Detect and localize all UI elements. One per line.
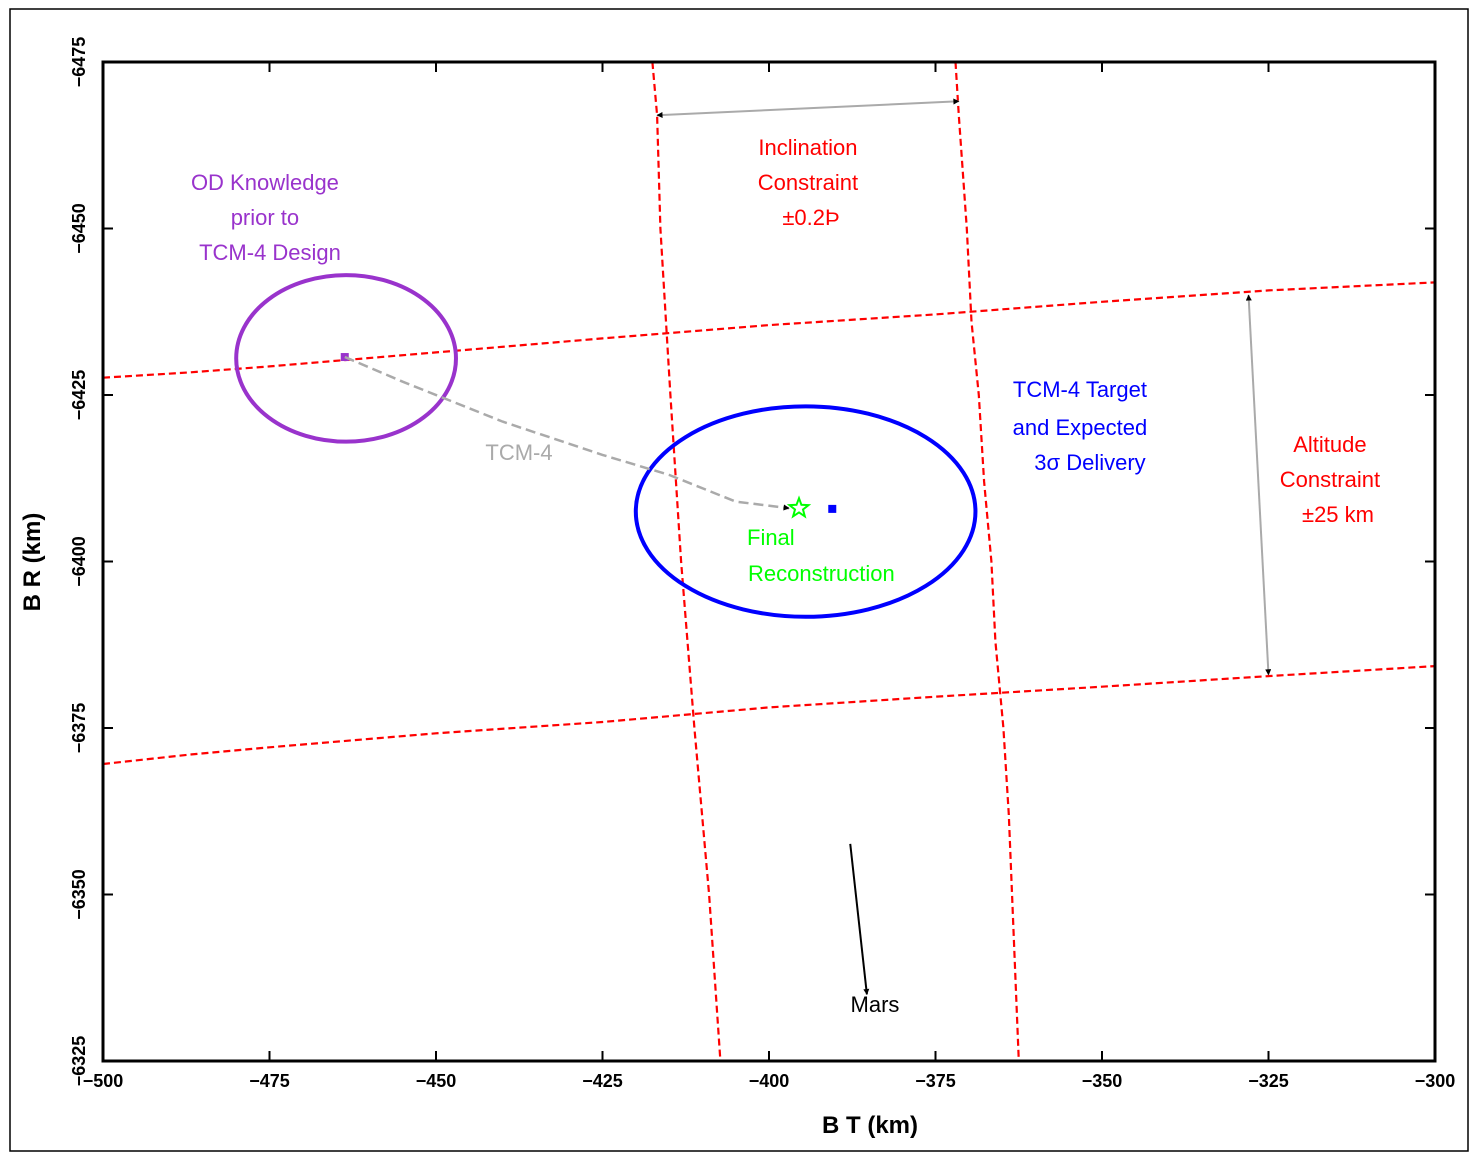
x-tick-label: −325	[1248, 1071, 1289, 1091]
altitude-constraint-line	[102, 665, 1436, 766]
inclination-label: Inclination Constraint ±0.2Þ	[758, 135, 864, 230]
y-tick-label: −6375	[69, 703, 89, 754]
inclination-line-3: ±0.2Þ	[782, 205, 839, 230]
altitude-line-1: Altitude	[1293, 432, 1366, 457]
altitude-span-arrow	[1245, 294, 1272, 676]
altitude-line-2: Constraint	[1280, 467, 1380, 492]
y-axis-label: B R (km)	[19, 513, 46, 612]
y-tick-label: −6400	[69, 536, 89, 587]
mars-direction-arrow	[849, 843, 870, 995]
final-line-2: Reconstruction	[748, 561, 895, 586]
tcm4-path	[344, 355, 790, 511]
tcm4-label: TCM-4	[485, 440, 552, 465]
x-tick-label: −500	[83, 1071, 124, 1091]
x-tick-label: −450	[416, 1071, 457, 1091]
target-line-3: 3σ Delivery	[1034, 450, 1145, 475]
od-knowledge-ellipse	[234, 273, 458, 444]
altitude-label: Altitude Constraint ±25 km	[1280, 432, 1386, 527]
inclination-constraint-line	[651, 61, 722, 1062]
figure-border	[9, 8, 1469, 1152]
x-tick-label: −350	[1082, 1071, 1123, 1091]
target-label: TCM-4 Target and Expected 3σ Delivery	[1013, 377, 1154, 475]
y-tick-label: −6450	[69, 203, 89, 254]
y-tick-label: −6325	[69, 1036, 89, 1087]
altitude-line-3: ±25 km	[1302, 502, 1374, 527]
od-knowledge-centroid	[340, 353, 349, 362]
od-knowledge-line-1: OD Knowledge	[191, 170, 339, 195]
axes-frame	[101, 60, 1437, 1063]
target-line-1: TCM-4 Target	[1013, 377, 1147, 402]
x-axis-label: B T (km)	[822, 1112, 918, 1139]
target-line-2: and Expected	[1013, 415, 1148, 440]
x-tick-label: −475	[249, 1071, 290, 1091]
x-tick-label: −375	[915, 1071, 956, 1091]
y-tick-label: −6475	[69, 37, 89, 88]
x-tick-label: −400	[749, 1071, 790, 1091]
final-reconstruction-star	[786, 495, 812, 519]
inclination-span-arrow	[656, 98, 960, 119]
mars-label: Mars	[851, 992, 900, 1017]
plot-layer: −500 −475 −450 −425 −400 −375 −350 −325 −300 −647…	[69, 37, 1455, 1091]
target-delivery-ellipse	[633, 404, 978, 619]
altitude-constraint-line	[102, 281, 1436, 379]
final-reconstruction-label: Final Reconstruction	[747, 525, 895, 586]
od-knowledge-label: OD Knowledge prior to TCM-4 Design	[191, 170, 345, 265]
x-tick-label: −425	[582, 1071, 623, 1091]
final-line-1: Final	[747, 525, 795, 550]
inclination-line-1: Inclination	[758, 135, 857, 160]
od-knowledge-line-2: prior to	[231, 205, 299, 230]
x-tick-label: −300	[1415, 1071, 1456, 1091]
inclination-line-2: Constraint	[758, 170, 858, 195]
target-centroid	[828, 504, 837, 513]
y-tick-label: −6350	[69, 869, 89, 920]
od-knowledge-line-3: TCM-4 Design	[199, 240, 341, 265]
y-tick-label: −6425	[69, 370, 89, 421]
inclination-constraint-line	[954, 61, 1020, 1062]
